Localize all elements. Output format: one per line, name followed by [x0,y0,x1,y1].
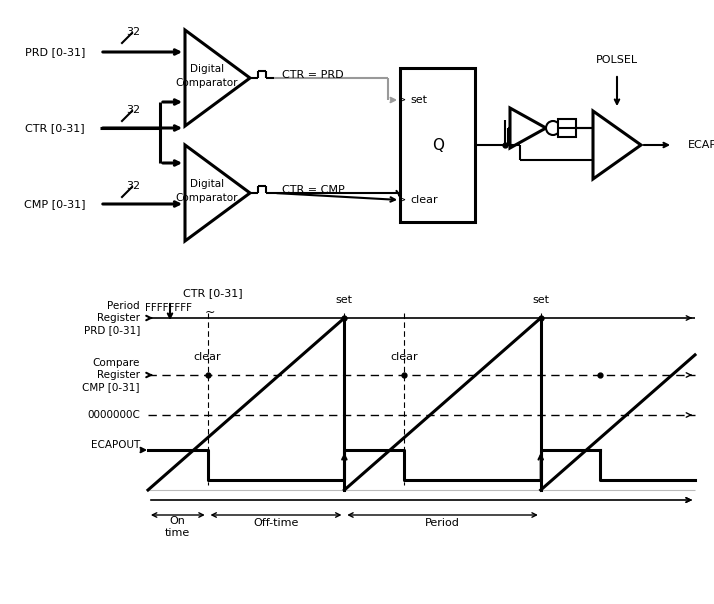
Text: Register: Register [97,370,140,380]
Text: >: > [398,95,406,105]
Text: 32: 32 [126,181,140,191]
Text: On
time: On time [165,516,191,538]
Text: PRD [0-31]: PRD [0-31] [84,325,140,335]
Text: ~: ~ [205,306,215,318]
Text: ECAPOUT: ECAPOUT [91,440,140,450]
Text: set: set [336,295,353,305]
Text: CMP [0-31]: CMP [0-31] [83,382,140,392]
Text: Q: Q [432,138,444,152]
Text: >: > [398,195,406,205]
Text: PRD [0-31]: PRD [0-31] [25,47,85,57]
Polygon shape [510,108,546,148]
Text: CTR = CMP: CTR = CMP [282,185,345,195]
Text: Digital: Digital [190,179,224,189]
Circle shape [546,121,560,135]
Text: ECAPxOUT: ECAPxOUT [688,140,714,150]
Text: CTR = PRD: CTR = PRD [282,70,343,80]
Text: Period: Period [107,301,140,311]
Text: 32: 32 [126,27,140,37]
Text: Off-time: Off-time [253,518,298,528]
Text: Compare: Compare [93,358,140,368]
Text: 0000000C: 0000000C [87,410,140,420]
Text: Period: Period [425,518,460,528]
Text: FFFFFFFF: FFFFFFFF [145,303,192,313]
Text: clear: clear [193,352,221,362]
Polygon shape [185,145,250,241]
Text: Comparator: Comparator [176,78,238,88]
Text: Register: Register [97,313,140,323]
Bar [400,68,475,222]
Text: Digital: Digital [190,64,224,74]
Text: set: set [532,295,549,305]
Text: CTR [0-31]: CTR [0-31] [25,123,85,133]
Text: CMP [0-31]: CMP [0-31] [24,199,86,209]
Bar [558,119,576,137]
Text: clear: clear [390,352,418,362]
Text: 32: 32 [126,105,140,115]
Polygon shape [185,30,250,126]
Text: CTR [0-31]: CTR [0-31] [183,288,243,298]
Text: set: set [410,95,427,105]
Text: POLSEL: POLSEL [596,55,638,65]
Text: clear: clear [410,195,438,205]
Polygon shape [593,111,641,179]
Text: Comparator: Comparator [176,193,238,203]
